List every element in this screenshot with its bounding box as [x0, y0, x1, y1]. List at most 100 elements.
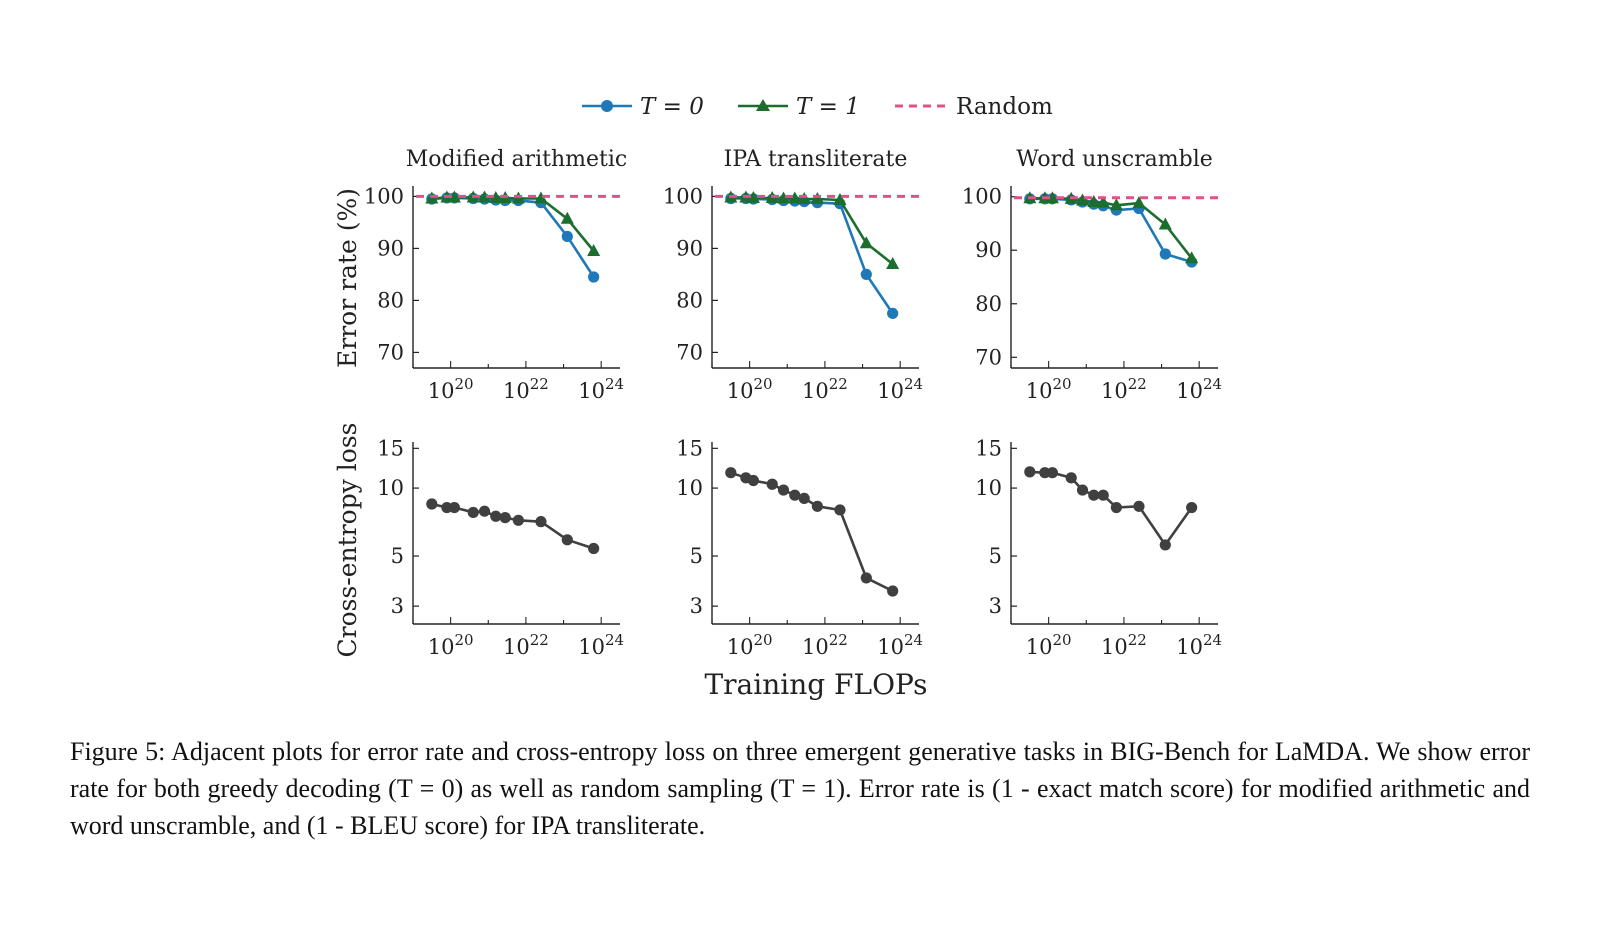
- y-tick-label: 15: [676, 436, 703, 460]
- t1-marker: [534, 191, 548, 204]
- y-tick-label: 10: [377, 476, 404, 500]
- caption-text: Adjacent plots for error rate and cross-…: [70, 737, 1530, 840]
- y-tick-label: 15: [377, 436, 404, 460]
- loss-marker: [777, 484, 790, 496]
- loss-marker: [490, 510, 502, 522]
- legend-t1-marker: [756, 99, 770, 111]
- loss-marker: [1065, 472, 1077, 484]
- y-tick-label: 10: [975, 476, 1002, 500]
- loss-marker: [1024, 466, 1036, 478]
- legend-t1-label: T = 1: [796, 94, 860, 120]
- y-tick-label: 70: [377, 340, 404, 364]
- loss-marker: [1133, 500, 1145, 512]
- y-tick-label: 5: [391, 544, 404, 568]
- subplot-ipa-loss: 3 5 10 15 1020 1022 1024: [676, 436, 923, 659]
- legend-random-label: Random: [956, 94, 1053, 120]
- x-axis-label: Training FLOPs: [705, 668, 928, 701]
- loss-marker: [478, 505, 491, 517]
- loss-marker: [535, 516, 547, 528]
- y-tick-label: 3: [391, 594, 404, 618]
- t0-marker: [561, 230, 573, 243]
- t1-series-line: [431, 196, 595, 252]
- x-tick-label: 1020: [428, 631, 474, 659]
- t0-series-line: [730, 197, 894, 315]
- t1-marker: [833, 193, 847, 206]
- y-tick-label: 90: [676, 236, 703, 260]
- subplot-arith-error: Modified arithmetic 70 80 90 100 1020 1022 1024: [364, 147, 627, 403]
- loss-marker: [860, 572, 872, 584]
- loss-ylabel: Cross-entropy loss: [333, 423, 362, 658]
- subplot-ipa-error: IPA transliterate 70 80 90 100 1020 1022 1024: [663, 147, 923, 403]
- loss-marker: [887, 585, 899, 597]
- y-tick-label: 70: [975, 345, 1002, 369]
- x-tick-label: 1024: [1176, 631, 1222, 659]
- t1-marker: [746, 190, 760, 203]
- loss-marker: [811, 500, 823, 512]
- x-tick-label: 1024: [578, 375, 624, 403]
- x-tick-label: 1024: [877, 375, 923, 403]
- subplot-arith-loss: 3 5 10 15 1020 1022 1024: [377, 436, 624, 659]
- x-tick-label: 1024: [877, 631, 923, 659]
- caption-label: Figure 5:: [70, 737, 166, 766]
- loss-marker: [798, 492, 810, 505]
- subplot-word-error: Word unscramble 70 80 90 100 1020 1022 1024: [962, 147, 1222, 403]
- error-rate-ylabel: Error rate (%): [333, 188, 362, 368]
- loss-marker: [1076, 484, 1089, 496]
- t1-marker: [447, 190, 461, 203]
- x-tick-label: 1022: [503, 375, 549, 403]
- loss-marker: [1097, 489, 1109, 501]
- y-tick-label: 10: [676, 476, 703, 500]
- y-tick-label: 80: [676, 288, 703, 312]
- t1-marker: [1158, 217, 1172, 230]
- loss-marker: [512, 514, 524, 526]
- subplot-title: Modified arithmetic: [406, 147, 627, 172]
- y-tick-label: 80: [377, 288, 404, 312]
- loss-marker: [1088, 489, 1100, 501]
- legend-t0-label: T = 0: [640, 94, 704, 120]
- t0-marker: [860, 268, 872, 280]
- x-tick-label: 1022: [1101, 631, 1147, 659]
- loss-marker: [725, 467, 737, 479]
- t1-marker: [1096, 195, 1110, 208]
- t0-marker: [887, 307, 899, 319]
- t1-marker: [1087, 195, 1101, 208]
- y-tick-label: 100: [663, 184, 703, 208]
- y-tick-label: 100: [962, 185, 1002, 209]
- loss-marker: [1159, 539, 1171, 551]
- x-tick-label: 1020: [727, 375, 773, 403]
- t1-marker: [1185, 251, 1199, 264]
- t1-marker: [1109, 198, 1123, 211]
- y-tick-label: 70: [676, 340, 703, 364]
- figure-caption: Figure 5: Adjacent plots for error rate …: [70, 733, 1530, 844]
- t0-marker: [1159, 248, 1171, 260]
- loss-series-line: [1029, 470, 1193, 547]
- t1-marker: [777, 191, 791, 204]
- y-tick-label: 80: [975, 292, 1002, 316]
- loss-marker: [1110, 501, 1122, 514]
- loss-marker: [834, 504, 846, 516]
- t1-marker: [587, 244, 601, 256]
- loss-marker: [561, 534, 573, 546]
- y-tick-label: 3: [989, 594, 1002, 618]
- y-tick-label: 100: [364, 184, 404, 208]
- t1-marker: [810, 192, 824, 204]
- loss-marker: [766, 478, 778, 490]
- x-tick-label: 1024: [1176, 375, 1222, 403]
- t1-marker: [478, 190, 492, 203]
- x-tick-label: 1022: [503, 631, 549, 659]
- t1-marker: [489, 190, 503, 203]
- loss-marker: [789, 489, 801, 501]
- loss-marker: [588, 542, 600, 555]
- t1-marker: [1045, 191, 1059, 204]
- x-tick-label: 1020: [1026, 375, 1072, 403]
- subplot-word-loss: 3 5 10 15 1020 1022 1024: [975, 436, 1222, 659]
- x-tick-label: 1020: [727, 631, 773, 659]
- x-tick-label: 1022: [1101, 375, 1147, 403]
- loss-marker: [467, 506, 479, 519]
- t1-marker: [1076, 193, 1090, 206]
- legend: T = 0 T = 1 Random: [582, 94, 1053, 120]
- y-tick-label: 3: [690, 594, 703, 618]
- loss-marker: [426, 498, 438, 510]
- loss-marker: [448, 501, 460, 514]
- loss-marker: [499, 512, 511, 524]
